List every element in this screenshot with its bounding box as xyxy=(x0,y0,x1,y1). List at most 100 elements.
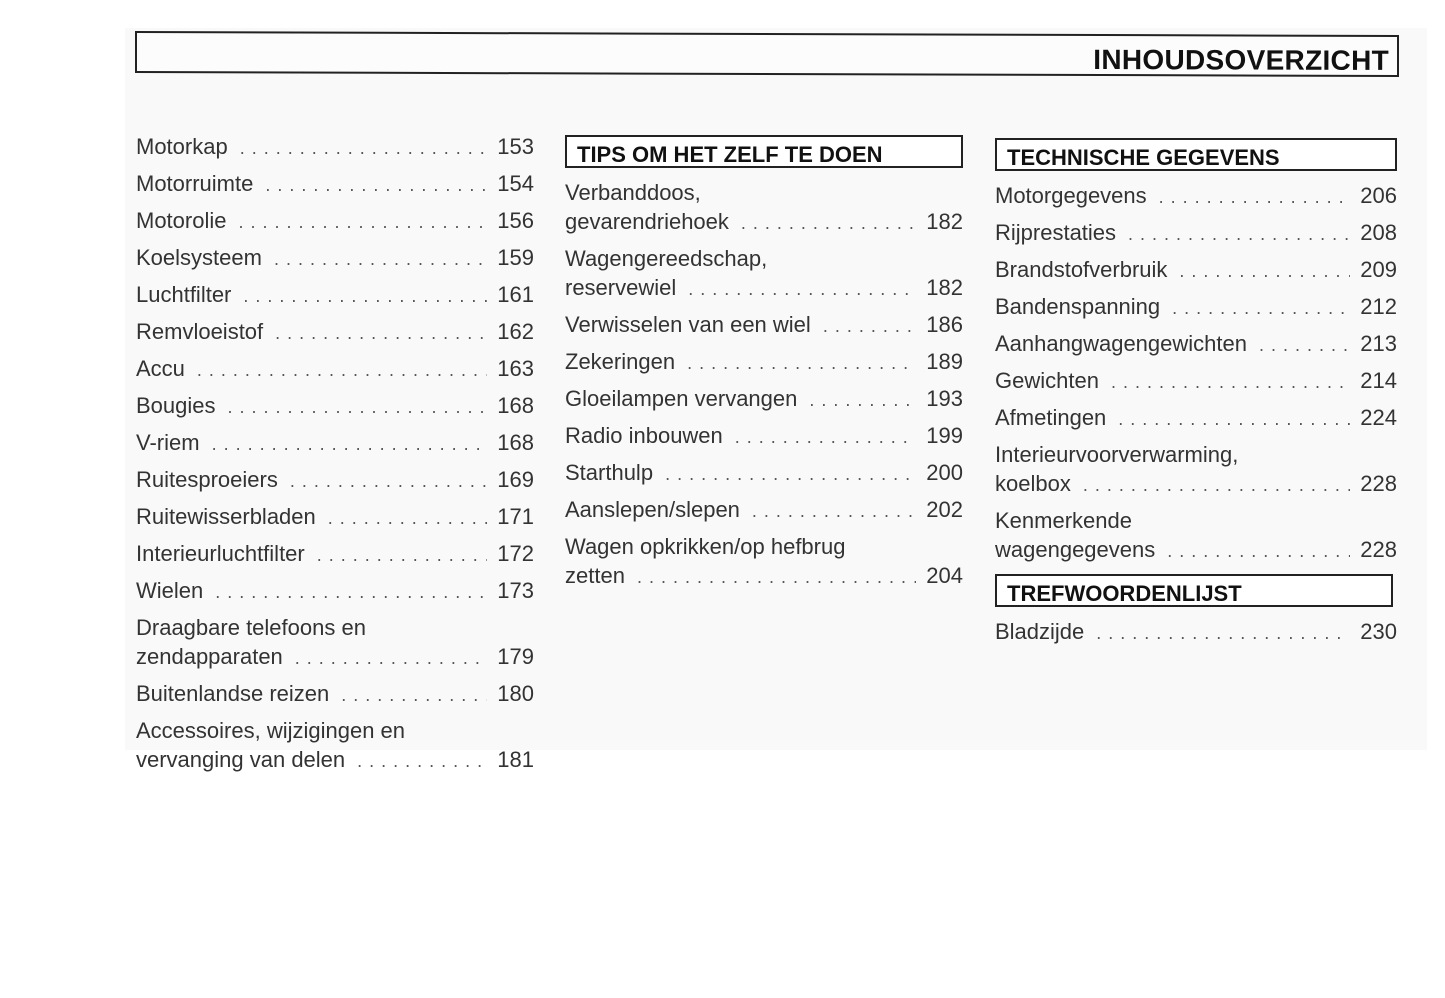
toc-entry[interactable]: Gewichten 214 xyxy=(995,366,1397,397)
page-number: 182 xyxy=(926,209,963,234)
toc-entry[interactable]: Bandenspanning 212 xyxy=(995,292,1397,323)
toc-entry[interactable]: Kenmerkende wagengegevens 228 xyxy=(995,506,1397,566)
entry-row: gevarendriehoek 182 xyxy=(565,207,963,238)
toc-entry[interactable]: Motorruimte 154 xyxy=(136,169,534,200)
section-heading: TREFWOORDENLIJST xyxy=(995,574,1393,607)
entry-title-line: Motorgegevens xyxy=(995,183,1147,208)
dot-leader xyxy=(823,312,916,341)
entry-title-line: koelbox xyxy=(995,471,1071,496)
dot-leader xyxy=(741,209,916,238)
page-number: 206 xyxy=(1360,183,1397,208)
page-title: INHOUDSOVERZICHT xyxy=(1093,44,1389,76)
dot-leader xyxy=(357,747,487,776)
entry-row: Bandenspanning 212 xyxy=(995,292,1397,323)
page-number: 159 xyxy=(497,245,534,270)
entry-row: V-riem 168 xyxy=(136,428,534,459)
entry-title-line: Motorolie xyxy=(136,208,227,233)
toc-entry[interactable]: Brandstofverbruik 209 xyxy=(995,255,1397,286)
toc-entry[interactable]: Bougies 168 xyxy=(136,391,534,422)
entry-title-line: V-riem xyxy=(136,430,200,455)
page-number: 180 xyxy=(497,681,534,706)
toc-entry[interactable]: Radio inbouwen 199 xyxy=(565,421,963,452)
dot-leader xyxy=(1159,183,1351,212)
dot-leader xyxy=(215,578,487,607)
toc-entry[interactable]: Remvloeistof 162 xyxy=(136,317,534,348)
dot-leader xyxy=(290,467,487,496)
page-number: 186 xyxy=(926,312,963,337)
entry-row: Aanslepen/slepen 202 xyxy=(565,495,963,526)
toc-entry[interactable]: Luchtfilter 161 xyxy=(136,280,534,311)
page-number: 162 xyxy=(497,319,534,344)
dot-leader xyxy=(688,275,916,304)
dot-leader xyxy=(265,171,487,200)
toc-entry[interactable]: Motorgegevens 206 xyxy=(995,181,1397,212)
dot-leader xyxy=(1172,294,1350,323)
entry-row: Ruitesproeiers 169 xyxy=(136,465,534,496)
page-number: 228 xyxy=(1360,471,1397,496)
entry-title-line: Verbanddoos, xyxy=(565,180,701,205)
toc-entry[interactable]: Verbanddoos, gevarendriehoek 182 xyxy=(565,178,963,238)
dot-leader xyxy=(1179,257,1350,286)
entry-title-line: Bandenspanning xyxy=(995,294,1161,319)
page-number: 214 xyxy=(1360,368,1397,393)
toc-entry[interactable]: Aanhangwagengewichten 213 xyxy=(995,329,1397,360)
page-number: 230 xyxy=(1360,619,1397,644)
toc-entry[interactable]: Bladzijde 230 xyxy=(995,617,1397,648)
page-number: 213 xyxy=(1360,331,1397,356)
section-heading: TECHNISCHE GEGEVENS xyxy=(995,138,1397,171)
page-number: 209 xyxy=(1360,257,1397,282)
dot-leader xyxy=(637,563,916,592)
page-number: 212 xyxy=(1360,294,1397,319)
toc-entry[interactable]: Aanslepen/slepen 202 xyxy=(565,495,963,526)
entry-title-line: Bougies xyxy=(136,393,216,418)
entry-title-line: Verwisselen van een wiel xyxy=(565,312,811,337)
entry-title-line: Wielen xyxy=(136,578,204,603)
page-number: 202 xyxy=(926,497,963,522)
entry-title-line: Motorruimte xyxy=(136,171,254,196)
toc-entry[interactable]: Accessoires, wijzigingen en vervanging va… xyxy=(136,716,534,776)
entry-row: Brandstofverbruik 209 xyxy=(995,255,1397,286)
toc-entry[interactable]: Ruitesproeiers 169 xyxy=(136,465,534,496)
entry-title-line: Kenmerkende xyxy=(995,508,1132,533)
toc-entry[interactable]: Afmetingen 224 xyxy=(995,403,1397,434)
toc-entry[interactable]: Rijprestaties 208 xyxy=(995,218,1397,249)
dot-leader xyxy=(240,134,488,163)
toc-entry[interactable]: Gloeilampen vervangen 193 xyxy=(565,384,963,415)
page-number: 204 xyxy=(926,563,963,588)
entry-row: Luchtfilter 161 xyxy=(136,280,534,311)
toc-entry[interactable]: Accu 163 xyxy=(136,354,534,385)
toc-entry[interactable]: Motorolie 156 xyxy=(136,206,534,237)
dot-leader xyxy=(1111,368,1350,397)
toc-column-1: Motorkap 153 Motorruimte 154 Motorolie 156 Koe… xyxy=(136,132,534,782)
entry-title-line: Koelsysteem xyxy=(136,245,262,270)
entry-row: Wielen 173 xyxy=(136,576,534,607)
toc-entry[interactable]: Draagbare telefoons en zendapparaten 179 xyxy=(136,613,534,673)
entry-row: Aanhangwagengewichten 213 xyxy=(995,329,1397,360)
toc-entry[interactable]: Wielen 173 xyxy=(136,576,534,607)
dot-leader xyxy=(809,386,916,415)
toc-entry[interactable]: V-riem 168 xyxy=(136,428,534,459)
entry-title-line: Aanhangwagengewichten xyxy=(995,331,1247,356)
toc-entry[interactable]: Interieurvoorverwarming, koelbox 228 xyxy=(995,440,1397,500)
toc-entry[interactable]: Wagengereedschap, reservewiel 182 xyxy=(565,244,963,304)
page-number: 208 xyxy=(1360,220,1397,245)
entry-row: Starthulp 200 xyxy=(565,458,963,489)
toc-entry[interactable]: Zekeringen 189 xyxy=(565,347,963,378)
entry-title-line: Gewichten xyxy=(995,368,1099,393)
toc-entry[interactable]: Interieurluchtfilter 172 xyxy=(136,539,534,570)
toc-entry[interactable]: Motorkap 153 xyxy=(136,132,534,163)
toc-entry[interactable]: Ruitewisserbladen 171 xyxy=(136,502,534,533)
dot-leader xyxy=(1096,619,1350,648)
toc-entry[interactable]: Wagen opkrikken/op hefbrug zetten 204 xyxy=(565,532,963,592)
page-number: 169 xyxy=(497,467,534,492)
toc-entry[interactable]: Verwisselen van een wiel 186 xyxy=(565,310,963,341)
entry-title-line: gevarendriehoek xyxy=(565,209,729,234)
page-number: 163 xyxy=(497,356,534,381)
toc-entry[interactable]: Starthulp 200 xyxy=(565,458,963,489)
dot-leader xyxy=(735,423,917,452)
toc-entry[interactable]: Koelsysteem 159 xyxy=(136,243,534,274)
toc-entry[interactable]: Buitenlandse reizen 180 xyxy=(136,679,534,710)
entry-title-line: wagengegevens xyxy=(995,537,1156,562)
entry-row: wagengegevens 228 xyxy=(995,535,1397,566)
entry-row: Gloeilampen vervangen 193 xyxy=(565,384,963,415)
